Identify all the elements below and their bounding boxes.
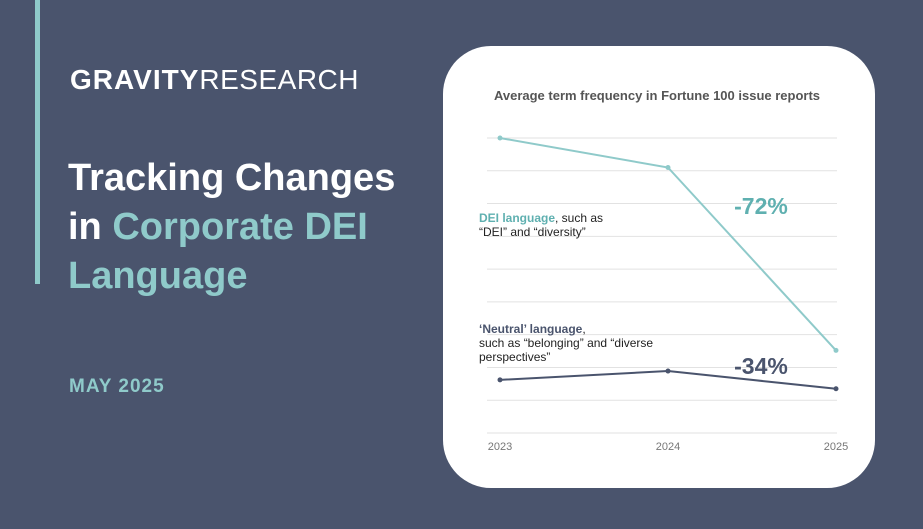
x-tick-label: 2023 bbox=[488, 441, 512, 453]
accent-bar bbox=[35, 0, 40, 284]
page-title: Tracking Changes in Corporate DEI Langua… bbox=[68, 154, 428, 301]
neutral-series-label: ‘Neutral’ language, bbox=[479, 322, 586, 336]
dei-change-label: -72% bbox=[734, 193, 788, 219]
title-line-2-highlight: Corporate DEI bbox=[112, 206, 368, 248]
dei-label-highlight: DEI language bbox=[479, 211, 555, 225]
chart-card: Average term frequency in Fortune 100 is… bbox=[443, 46, 875, 488]
grid bbox=[487, 137, 837, 434]
dei-data-point bbox=[497, 135, 503, 141]
neutral-data-point bbox=[833, 386, 839, 392]
dei-label-rest-1: , such as bbox=[555, 211, 603, 225]
neutral-data-point bbox=[665, 368, 671, 374]
brand-name-light: RESEARCH bbox=[199, 64, 359, 95]
title-line-2-prefix: in bbox=[68, 206, 113, 248]
line-chart: Average term frequency in Fortune 100 is… bbox=[479, 88, 848, 453]
x-axis-ticks: 2023 2024 2025 bbox=[488, 441, 848, 453]
neutral-label-rest-3: perspectives” bbox=[479, 350, 550, 364]
brand-logo: GRAVITYRESEARCH bbox=[70, 64, 359, 96]
title-line-1: Tracking Changes bbox=[68, 157, 396, 199]
series-lines bbox=[497, 135, 839, 392]
neutral-change-label: -34% bbox=[734, 353, 788, 379]
neutral-data-point bbox=[497, 377, 503, 383]
dei-data-point bbox=[833, 347, 839, 353]
dei-series-label: DEI language, such as bbox=[479, 211, 603, 225]
x-tick-label: 2025 bbox=[824, 441, 848, 453]
dei-data-point bbox=[665, 165, 671, 170]
title-line-3: Language bbox=[68, 255, 248, 297]
x-tick-label: 2024 bbox=[656, 441, 680, 453]
title-line-2: in Corporate DEI bbox=[68, 203, 428, 252]
neutral-label-rest-1: , bbox=[582, 322, 585, 336]
chart-title: Average term frequency in Fortune 100 is… bbox=[494, 88, 820, 103]
neutral-label-rest-2: such as “belonging” and “diverse bbox=[479, 336, 653, 350]
neutral-label-highlight: ‘Neutral’ language bbox=[479, 322, 583, 336]
brand-name-bold: GRAVITY bbox=[70, 64, 200, 95]
report-date: MAY 2025 bbox=[69, 376, 165, 397]
dei-label-rest-2: “DEI” and “diversity” bbox=[479, 225, 586, 239]
